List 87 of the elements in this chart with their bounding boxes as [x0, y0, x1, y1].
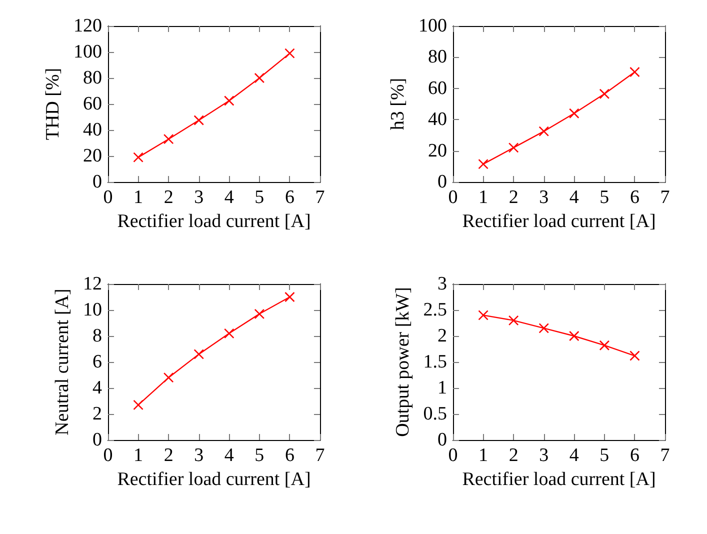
point — [224, 96, 234, 106]
x-axis-title: Rectifier load current [A] — [462, 469, 656, 490]
x-tick-label: 2 — [164, 445, 174, 466]
x-tick-label: 4 — [224, 445, 234, 466]
x-tick-label: 5 — [254, 187, 264, 208]
point — [478, 158, 488, 170]
point — [478, 310, 488, 320]
x-tick-label: 5 — [600, 187, 610, 208]
x-tick-label: 7 — [660, 187, 670, 208]
y-tick-label: 120 — [74, 16, 102, 36]
point — [194, 115, 204, 126]
point — [508, 142, 519, 153]
y-tick-label: 2 — [438, 326, 447, 346]
x-tick-label: 7 — [660, 445, 670, 466]
y-axis-title: Output power [kW] — [392, 287, 414, 437]
x-axis-title: Rectifier load current [A] — [462, 211, 656, 232]
y-tick-label: 0 — [438, 430, 447, 450]
x-tick-label: 7 — [315, 445, 325, 466]
y-axis-title: THD [%] — [42, 68, 64, 140]
point — [194, 349, 204, 360]
y-tick-label: 100 — [418, 16, 447, 36]
x-tick-label: 3 — [194, 187, 204, 208]
point — [133, 400, 144, 410]
y-tick-label: 0 — [92, 430, 102, 450]
point — [254, 308, 265, 320]
y-tick-label: 40 — [83, 120, 102, 140]
point — [284, 292, 295, 302]
x-tick-label: 6 — [630, 187, 640, 208]
x-tick-label: 2 — [508, 187, 518, 208]
y-tick-label: 60 — [428, 78, 447, 99]
x-tick-label: 4 — [569, 187, 580, 208]
y-tick-label: 4 — [92, 378, 102, 398]
point — [224, 328, 234, 339]
x-tick-label: 3 — [539, 187, 549, 208]
y-tick-label: 100 — [74, 42, 102, 62]
point — [630, 66, 640, 78]
point — [284, 48, 295, 58]
point — [630, 350, 640, 361]
y-tick-label: 3 — [438, 274, 447, 294]
x-tick-label: 6 — [284, 445, 294, 466]
x-tick-label: 7 — [315, 187, 325, 208]
y-tick-label: 8 — [92, 326, 102, 346]
point — [599, 88, 610, 100]
x-tick-label: 3 — [539, 445, 549, 466]
point — [133, 152, 144, 162]
x-tick-label: 4 — [569, 445, 580, 466]
point — [538, 323, 550, 334]
y-tick-label: 40 — [428, 109, 447, 130]
y-tick-label: 6 — [92, 352, 102, 372]
y-tick-label: 2 — [92, 404, 102, 424]
y-tick-label: 10 — [83, 300, 102, 320]
y-tick-label: 12 — [83, 274, 102, 294]
point — [538, 126, 550, 136]
point — [508, 315, 519, 326]
y-tick-label: 20 — [428, 140, 447, 162]
x-tick-label: 3 — [194, 445, 204, 466]
x-tick-label: 2 — [508, 445, 518, 466]
y-tick-label: 1.5 — [423, 352, 447, 372]
x-tick-label: 1 — [478, 445, 488, 466]
y-tick-label: 2.5 — [423, 300, 447, 320]
y-axis-title: h3 [%] — [388, 78, 409, 130]
x-tick-label: 5 — [254, 445, 264, 466]
point — [254, 72, 265, 84]
x-tick-label: 4 — [224, 187, 234, 208]
point — [599, 340, 610, 351]
y-tick-label: 20 — [83, 146, 102, 166]
point — [568, 108, 580, 119]
y-axis-title: Neutral current [A] — [52, 288, 73, 436]
point — [163, 134, 174, 144]
point — [163, 372, 174, 383]
x-tick-label: 6 — [630, 445, 640, 466]
y-tick-label: 80 — [428, 46, 447, 68]
y-tick-label: 0 — [92, 172, 102, 192]
x-tick-label: 6 — [284, 187, 294, 208]
x-tick-label: 5 — [600, 445, 610, 466]
x-tick-label: 1 — [478, 187, 488, 208]
y-tick-label: 0.5 — [423, 404, 447, 424]
x-tick-label: 1 — [134, 445, 144, 466]
x-tick-label: 1 — [134, 187, 144, 208]
y-tick-label: 0 — [438, 172, 447, 192]
y-tick-label: 1 — [438, 378, 447, 398]
x-tick-label: 2 — [164, 187, 174, 208]
x-axis-title: Rectifier load current [A] — [117, 469, 311, 490]
y-tick-label: 80 — [83, 68, 102, 88]
x-axis-title: Rectifier load current [A] — [117, 211, 311, 232]
point — [568, 330, 580, 342]
y-tick-label: 60 — [83, 94, 102, 114]
